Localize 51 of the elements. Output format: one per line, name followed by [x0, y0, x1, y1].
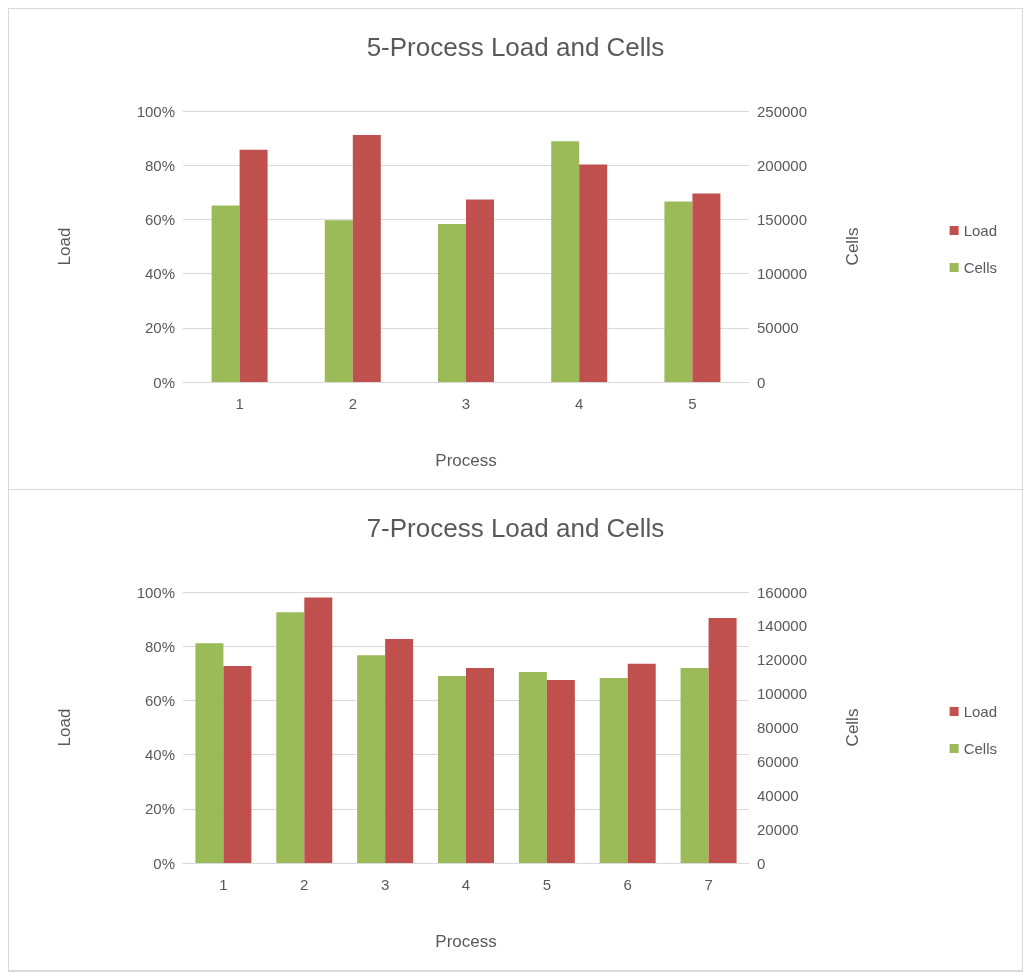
x-tick-label: 1 [235, 395, 244, 412]
y-tick-label: 80% [144, 156, 175, 174]
x-axis-title: Process [435, 932, 497, 951]
y-tick-label: 100% [136, 102, 175, 120]
x-tick-label: 3 [461, 395, 471, 412]
x-axis-title: Process [435, 451, 497, 470]
y2-tick-label: 0 [757, 854, 766, 872]
y2-tick-label: 100000 [757, 265, 808, 283]
y-tick-label: 100% [136, 583, 175, 601]
y-tick-label: 40% [144, 265, 175, 283]
y2-tick-label: 140000 [757, 617, 808, 635]
x-tick-label: 7 [704, 876, 713, 893]
y2-tick-label: 100000 [757, 685, 808, 703]
chart-title: 7-Process Load and Cells [366, 513, 665, 543]
y2-tick-label: 40000 [757, 786, 799, 804]
y-tick-label: 60% [144, 210, 175, 228]
y2-tick-label: 120000 [757, 651, 808, 669]
legend-label: Cells [963, 259, 997, 276]
y-tick-label: 0% [153, 854, 175, 872]
x-tick-label: 5 [542, 876, 552, 893]
y2-tick-label: 0 [757, 373, 766, 391]
y2-tick-label: 60000 [757, 752, 799, 770]
x-tick-label: 5 [688, 395, 697, 412]
legend-label: Load [963, 222, 998, 239]
x-tick-label: 2 [300, 876, 309, 893]
chart-title: 5-Process Load and Cells [366, 32, 665, 62]
y-tick-label: 60% [144, 691, 175, 709]
x-tick-label: 4 [461, 876, 471, 893]
y-tick-label: 40% [144, 746, 175, 764]
y-axis-title: Load [55, 708, 74, 747]
y2-tick-label: 20000 [757, 820, 799, 838]
x-tick-label: 1 [219, 876, 228, 893]
y-tick-label: 20% [144, 800, 175, 818]
y2-axis-title: Cells [843, 227, 862, 266]
y2-tick-label: 50000 [757, 319, 799, 337]
x-tick-label: 6 [623, 876, 632, 893]
legend-label: Load [963, 703, 998, 720]
y-tick-label: 20% [144, 319, 175, 337]
y2-tick-label: 150000 [757, 210, 808, 228]
x-tick-label: 3 [380, 876, 390, 893]
y-tick-label: 0% [153, 373, 175, 391]
y-axis-title: Load [55, 227, 74, 266]
y-tick-label: 80% [144, 637, 175, 655]
y2-axis-title: Cells [843, 708, 862, 747]
y2-tick-label: 250000 [757, 102, 808, 120]
legend-label: Cells [963, 740, 997, 757]
y2-tick-label: 80000 [757, 719, 799, 736]
x-tick-label: 4 [575, 395, 584, 412]
y2-tick-label: 200000 [757, 156, 808, 174]
x-tick-label: 2 [348, 395, 357, 412]
y2-tick-label: 160000 [757, 583, 808, 601]
